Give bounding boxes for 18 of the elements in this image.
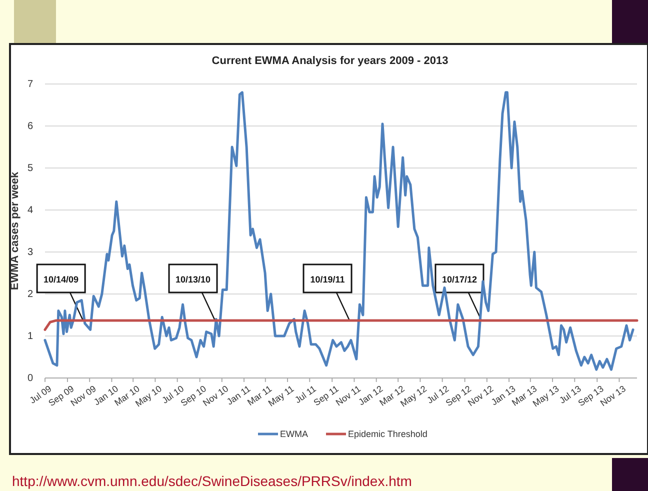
text: http://www.cvm.umn.edu/sdec/SwineDiseases/PRRSv/index.htm: [12, 473, 412, 489]
legend-label: Epidemic Threshold: [348, 429, 428, 439]
line-series: [44, 91, 634, 371]
chart-title: Current EWMA Analysis for years 2009 - 2013: [212, 55, 448, 67]
y-tick-label: 0: [27, 373, 34, 384]
y-tick-label: 6: [27, 121, 34, 132]
annotation: 10/13/10: [176, 274, 211, 284]
y-tick-label: 1: [27, 331, 34, 342]
legend-label: EWMA: [280, 429, 308, 439]
annotation: 10/17/12: [442, 274, 477, 284]
y-tick-label: 3: [27, 247, 34, 258]
y-tick-label: 5: [27, 163, 34, 174]
annotation: 10/19/11: [310, 274, 345, 284]
y-tick-label: 4: [27, 205, 34, 216]
y-tick-label: 7: [27, 79, 34, 90]
y-axis-title: EWMA cases per week: [9, 171, 21, 290]
annotation: 10/14/09: [44, 274, 79, 284]
y-tick-label: 2: [27, 289, 34, 300]
